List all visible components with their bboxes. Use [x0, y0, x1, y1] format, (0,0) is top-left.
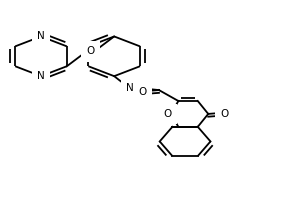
Text: N: N — [37, 71, 45, 81]
Text: O: O — [138, 87, 147, 97]
Text: O: O — [86, 46, 94, 56]
Text: N: N — [37, 31, 45, 41]
Text: O: O — [164, 109, 172, 119]
Text: O: O — [220, 109, 229, 119]
Text: NH: NH — [126, 83, 141, 93]
